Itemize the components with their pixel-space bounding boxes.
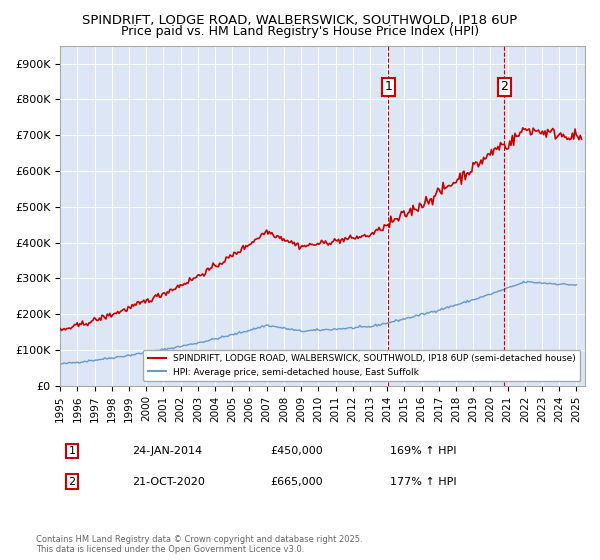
Text: 1: 1 xyxy=(385,80,392,93)
Text: 21-OCT-2020: 21-OCT-2020 xyxy=(132,477,205,487)
Text: 2: 2 xyxy=(68,477,76,487)
Text: 24-JAN-2014: 24-JAN-2014 xyxy=(132,446,202,456)
Text: 1: 1 xyxy=(68,446,76,456)
Text: SPINDRIFT, LODGE ROAD, WALBERSWICK, SOUTHWOLD, IP18 6UP: SPINDRIFT, LODGE ROAD, WALBERSWICK, SOUT… xyxy=(82,14,518,27)
Text: 177% ↑ HPI: 177% ↑ HPI xyxy=(390,477,457,487)
Text: £665,000: £665,000 xyxy=(270,477,323,487)
Text: £450,000: £450,000 xyxy=(270,446,323,456)
Text: Price paid vs. HM Land Registry's House Price Index (HPI): Price paid vs. HM Land Registry's House … xyxy=(121,25,479,38)
Text: 2: 2 xyxy=(500,80,508,93)
Text: Contains HM Land Registry data © Crown copyright and database right 2025.
This d: Contains HM Land Registry data © Crown c… xyxy=(36,535,362,554)
Legend: SPINDRIFT, LODGE ROAD, WALBERSWICK, SOUTHWOLD, IP18 6UP (semi-detached house), H: SPINDRIFT, LODGE ROAD, WALBERSWICK, SOUT… xyxy=(143,349,580,381)
Text: 169% ↑ HPI: 169% ↑ HPI xyxy=(390,446,457,456)
